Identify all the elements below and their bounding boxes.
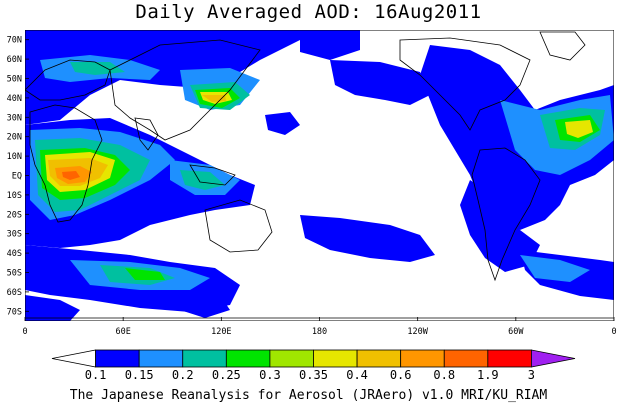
- colorbar-label: 0.8: [433, 368, 455, 382]
- colorbar-swatch: [400, 349, 445, 368]
- lat-tick-label: EQ: [12, 172, 22, 182]
- colorbar-swatch: [225, 349, 271, 368]
- lat-tick-label: 50S: [7, 269, 22, 279]
- colorbar-swatch: [356, 349, 402, 368]
- colorbar-label: 0.15: [125, 368, 154, 382]
- lon-tick-label: 0: [611, 327, 616, 337]
- colorbar-swatch: [269, 349, 314, 368]
- footer-credit: The Japanese Reanalysis for Aerosol (JRA…: [69, 388, 548, 403]
- lon-tick-label: 0: [22, 327, 27, 337]
- lat-tick-label: 60S: [7, 288, 22, 298]
- lat-tick-label: 30N: [7, 113, 22, 123]
- colorbar-label: 0.25: [212, 368, 241, 382]
- colorbar: 0.1 0.15 0.2 0.25 0.3 0.35 0.4 0.6 0.8 1.9 3: [51, 349, 576, 382]
- lat-tick-label: 20S: [7, 210, 22, 220]
- lat-tick-label: 10S: [7, 191, 22, 201]
- lon-tick-label: 120W: [407, 327, 428, 337]
- colorbar-label: 0.4: [346, 368, 368, 382]
- colorbar-label: 0.35: [299, 368, 328, 382]
- map-title: Daily Averaged AOD: 16Aug2011: [135, 1, 482, 23]
- longitude-ticks: 0 60E 120E 180 120W 60W 0: [22, 317, 617, 337]
- colorbar-swatch: [182, 349, 227, 368]
- lat-tick-label: 20N: [7, 133, 22, 143]
- lon-tick-label: 60E: [115, 327, 130, 337]
- colorbar-label: 0.3: [259, 368, 281, 382]
- colorbar-swatch: [51, 349, 96, 368]
- colorbar-swatch: [95, 349, 140, 368]
- lat-tick-label: 50N: [7, 75, 22, 85]
- lat-tick-label: 30S: [7, 230, 22, 240]
- lat-tick-label: 40S: [7, 249, 22, 259]
- colorbar-label: 1.9: [477, 368, 499, 382]
- lon-tick-label: 120E: [211, 327, 231, 337]
- lat-tick-label: 10N: [7, 152, 22, 162]
- colorbar-swatch: [487, 349, 532, 368]
- map-plot-area: [25, 30, 614, 321]
- colorbar-label: 0.1: [85, 368, 107, 382]
- colorbar-swatch: [443, 349, 489, 368]
- lat-tick-label: 60N: [7, 55, 22, 65]
- colorbar-label: 3: [528, 368, 535, 382]
- lon-tick-label: 60W: [508, 327, 524, 337]
- colorbar-swatch: [313, 349, 358, 368]
- colorbar-swatch: [531, 349, 576, 368]
- colorbar-label: 0.6: [390, 368, 412, 382]
- lat-tick-label: 70N: [7, 36, 22, 46]
- colorbar-swatch: [138, 349, 184, 368]
- colorbar-label: 0.2: [172, 368, 194, 382]
- lat-tick-label: 40N: [7, 94, 22, 104]
- lon-tick-label: 180: [312, 327, 327, 337]
- aod-field-high: [55, 166, 92, 184]
- latitude-ticks: 70N 60N 50N 40N 30N 20N 10N EQ 10S 20S 30S 40S 50S 60…: [7, 36, 29, 317]
- lat-tick-label: 70S: [7, 307, 22, 317]
